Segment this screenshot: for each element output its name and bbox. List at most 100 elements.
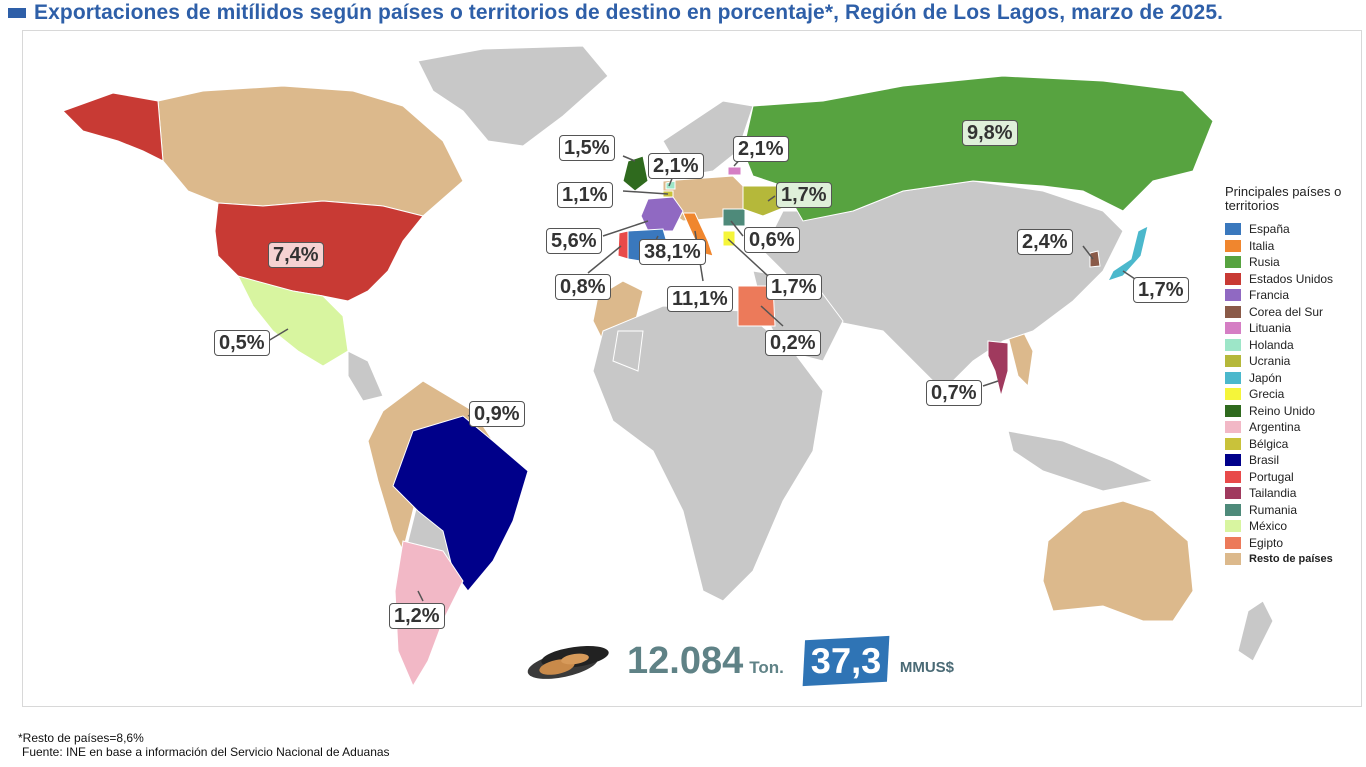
legend-swatch bbox=[1225, 503, 1241, 516]
legend-label: Argentina bbox=[1249, 420, 1301, 435]
legend-swatch bbox=[1225, 239, 1241, 252]
legend-item: Rumania bbox=[1225, 502, 1355, 519]
legend-item: Grecia bbox=[1225, 386, 1355, 403]
callout-france: 5,6% bbox=[546, 228, 602, 254]
legend-label: Holanda bbox=[1249, 337, 1294, 352]
callout-greece: 1,7% bbox=[766, 274, 822, 300]
legend-label: Rumania bbox=[1249, 502, 1298, 517]
legend-label: Grecia bbox=[1249, 387, 1285, 402]
portugal bbox=[617, 230, 629, 260]
legend-item: Francia bbox=[1225, 287, 1355, 304]
callout-belgium: 1,1% bbox=[557, 182, 613, 208]
legend-item: Japón bbox=[1225, 370, 1355, 387]
legend-label: Corea del Sur bbox=[1249, 304, 1324, 319]
legend-item: Egipto bbox=[1225, 535, 1355, 552]
legend-swatch bbox=[1225, 223, 1241, 236]
legend-item: México bbox=[1225, 518, 1355, 535]
legend-label: Lituania bbox=[1249, 321, 1292, 336]
central-america bbox=[347, 350, 384, 402]
summary-stats: 12.084 Ton. 37,3 MMUS$ bbox=[523, 635, 954, 687]
legend-item: Ucrania bbox=[1225, 353, 1355, 370]
callout-south-korea: 2,4% bbox=[1017, 229, 1073, 255]
callout-brazil: 0,9% bbox=[469, 401, 525, 427]
tons-value: 12.084 bbox=[627, 639, 744, 682]
legend-item: Reino Unido bbox=[1225, 403, 1355, 420]
legend-item: España bbox=[1225, 221, 1355, 238]
legend-item: Lituania bbox=[1225, 320, 1355, 337]
callout-lithuania: 2,1% bbox=[733, 136, 789, 162]
legend-swatch bbox=[1225, 305, 1241, 318]
france bbox=[640, 196, 684, 232]
callout-italy: 11,1% bbox=[667, 286, 733, 312]
legend-label: Egipto bbox=[1249, 535, 1284, 550]
legend-swatch bbox=[1225, 256, 1241, 269]
new-zealand bbox=[1237, 600, 1274, 662]
legend-swatch bbox=[1225, 322, 1241, 335]
callout-romania: 0,6% bbox=[744, 227, 800, 253]
legend-label: Ucrania bbox=[1249, 354, 1291, 369]
callout-egypt: 0,2% bbox=[765, 330, 821, 356]
callout-japan: 1,7% bbox=[1133, 277, 1189, 303]
callout-ukraine: 1,7% bbox=[776, 182, 832, 208]
legend-swatch bbox=[1225, 553, 1241, 566]
legend-swatch bbox=[1225, 421, 1241, 434]
callout-mexico: 0,5% bbox=[214, 330, 270, 356]
legend-swatch bbox=[1225, 404, 1241, 417]
legend-swatch bbox=[1225, 470, 1241, 483]
tons-unit: Ton. bbox=[749, 658, 784, 677]
legend-item: Tailandia bbox=[1225, 485, 1355, 502]
legend-label: Reino Unido bbox=[1249, 403, 1316, 418]
usd-unit: MMUS$ bbox=[899, 658, 955, 676]
legend-item: Brasil bbox=[1225, 452, 1355, 469]
legend-label: España bbox=[1249, 222, 1290, 237]
legend-label: Rusia bbox=[1249, 255, 1280, 270]
uk bbox=[622, 155, 649, 192]
japan bbox=[1107, 225, 1149, 282]
legend-swatch bbox=[1225, 520, 1241, 533]
legend-item: Corea del Sur bbox=[1225, 304, 1355, 321]
world-map bbox=[62, 45, 1274, 688]
legend-item: Resto de países bbox=[1225, 551, 1355, 568]
australia bbox=[1042, 500, 1194, 622]
callout-thailand: 0,7% bbox=[926, 380, 982, 406]
legend-swatch bbox=[1225, 355, 1241, 368]
vietnam bbox=[1007, 330, 1034, 388]
mussel-icon bbox=[527, 646, 609, 679]
title-text: Exportaciones de mitílidos según países … bbox=[34, 1, 1224, 24]
legend-title: Principales países o territorios bbox=[1225, 184, 1342, 213]
chart-title: Exportaciones de mitílidos según países … bbox=[8, 0, 1223, 26]
romania bbox=[722, 208, 746, 227]
legend-label: Estados Unidos bbox=[1249, 271, 1334, 286]
legend-item: Bélgica bbox=[1225, 436, 1355, 453]
legend-item: Argentina bbox=[1225, 419, 1355, 436]
legend-label: Francia bbox=[1249, 288, 1290, 303]
callout-portugal: 0,8% bbox=[555, 274, 611, 300]
legend-items: España Italia Rusia Estados Unidos Francia Co… bbox=[1225, 221, 1355, 568]
legend-item: Holanda bbox=[1225, 337, 1355, 354]
south-korea bbox=[1089, 250, 1101, 268]
canada bbox=[157, 85, 464, 217]
legend-swatch bbox=[1225, 371, 1241, 384]
legend-swatch bbox=[1225, 272, 1241, 285]
lithuania bbox=[727, 166, 742, 176]
netherlands bbox=[665, 180, 676, 190]
legend: Principales países o territorios España I… bbox=[1225, 185, 1355, 568]
egypt bbox=[737, 285, 776, 327]
legend-swatch bbox=[1225, 338, 1241, 351]
legend-item: Rusia bbox=[1225, 254, 1355, 271]
callout-usa: 7,4% bbox=[268, 242, 324, 268]
legend-swatch bbox=[1225, 487, 1241, 500]
iberia-north-africa bbox=[612, 330, 644, 372]
legend-label: Italia bbox=[1249, 238, 1275, 253]
legend-swatch bbox=[1225, 388, 1241, 401]
usd-badge: 37,3 bbox=[802, 635, 890, 687]
usd-value: 37,3 bbox=[810, 640, 882, 681]
legend-swatch bbox=[1225, 536, 1241, 549]
legend-label: Resto de países bbox=[1249, 553, 1333, 566]
mexico bbox=[237, 275, 349, 367]
legend-label: Portugal bbox=[1249, 469, 1294, 484]
callout-russia: 9,8% bbox=[962, 120, 1018, 146]
legend-label: Bélgica bbox=[1249, 436, 1289, 451]
legend-label: México bbox=[1249, 519, 1288, 534]
alaska bbox=[62, 92, 164, 162]
